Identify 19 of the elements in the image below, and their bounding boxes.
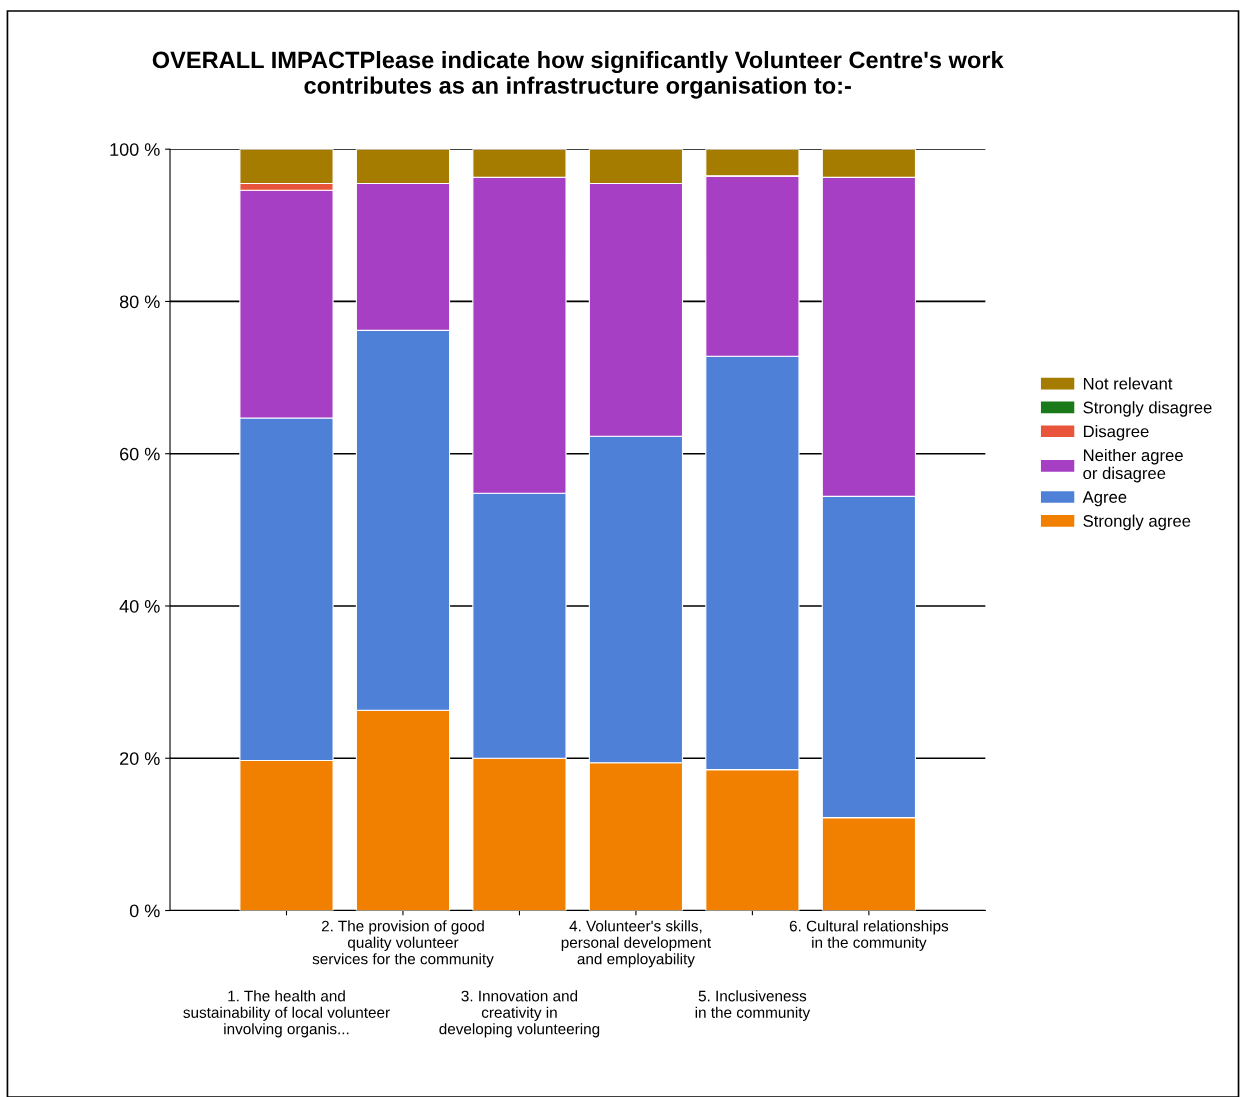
legend-label: Strongly agree (1083, 514, 1191, 531)
legend-label: Disagree (1083, 425, 1149, 441)
legend-label: Agree (1082, 491, 1127, 507)
y-tick-label: 20 % (120, 752, 160, 765)
y-tick-label: 40 % (119, 599, 160, 613)
y-tick-label: 60 % (120, 447, 160, 461)
x-tick-label: 2. The provision of good quality volunteer services for the community (312, 920, 494, 968)
legend-label: Neither agree or disagree (1083, 448, 1183, 483)
chart-title: OVERALL IMPACTPlease indicate how significantly Volunteer Centre's work contributes as an infrastructure organisation to:- (152, 50, 1004, 99)
y-tick-label: 80 % (119, 295, 160, 309)
x-tick-label: 4. Volunteer's skills, personal development and employability (561, 920, 711, 968)
legend-label: Strongly disagree (1083, 401, 1212, 417)
x-tick-label: 1. The health and sustainability of local volunteer involving organis... (183, 990, 390, 1038)
x-tick-label: 6. Cultural relationships in the community (789, 920, 949, 951)
x-tick-label: 5. Inclusiveness in the community (695, 990, 811, 1021)
y-tick-label: 100 % (110, 143, 160, 156)
legend-label: Not relevant (1083, 377, 1173, 390)
x-tick-label: 3. Innovation and creativity in developing volunteering (439, 990, 600, 1038)
y-tick-label: 0 % (129, 904, 160, 918)
